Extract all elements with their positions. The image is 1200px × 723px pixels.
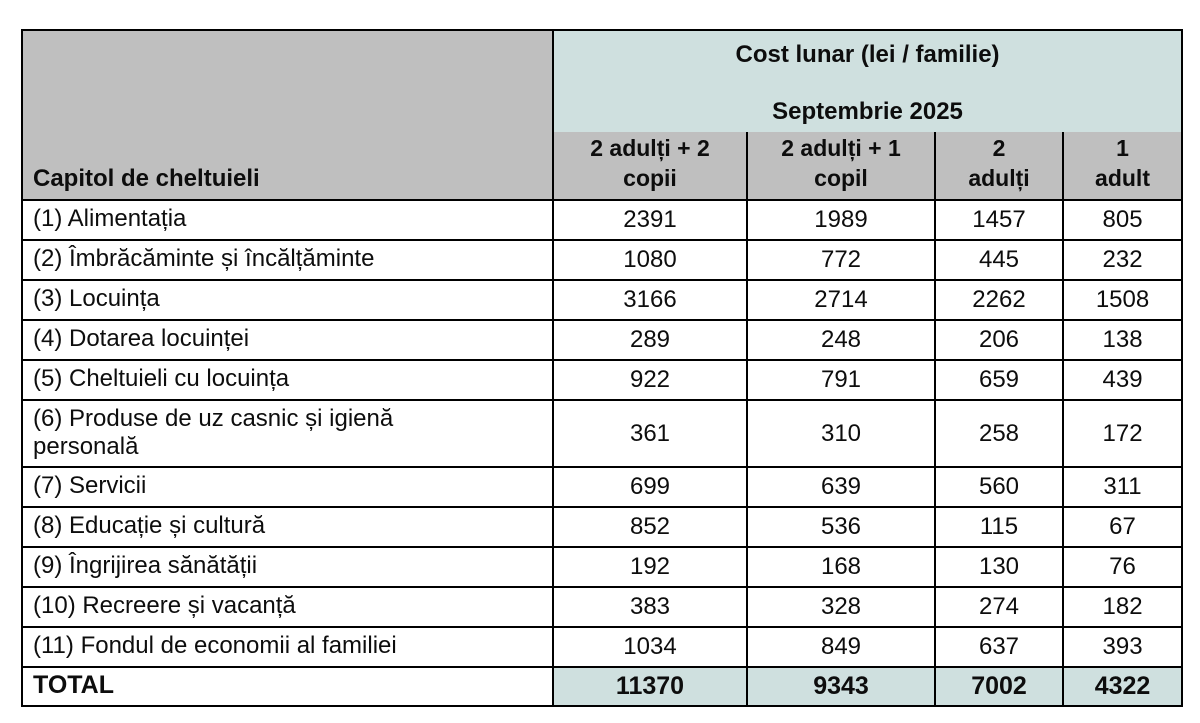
table-row: (10) Recreere și vacanță 383 328 274 182 (21, 586, 1184, 628)
value-cell: 852 (552, 506, 748, 548)
value-cell: 76 (1061, 546, 1184, 588)
value-cell: 311 (1061, 466, 1184, 508)
total-row: TOTAL 11370 9343 7002 4322 (21, 666, 1184, 707)
value-cell: 2714 (746, 279, 936, 321)
value-cell: 2391 (552, 199, 748, 241)
value-cell: 361 (552, 399, 748, 468)
value-cell: 383 (552, 586, 748, 628)
group-header-subtitle: Septembrie 2025 (772, 98, 963, 125)
column-header-1adult: 1 adult (1061, 132, 1184, 201)
value-cell: 849 (746, 626, 936, 668)
value-cell: 274 (934, 586, 1064, 628)
value-cell: 3166 (552, 279, 748, 321)
value-cell: 182 (1061, 586, 1184, 628)
value-cell: 536 (746, 506, 936, 548)
total-label: TOTAL (21, 666, 554, 707)
group-header-title: Cost lunar (lei / familie) (735, 41, 1000, 68)
row-label: (3) Locuința (21, 279, 554, 321)
row-label: (2) Îmbrăcăminte și încălțăminte (21, 239, 554, 281)
value-cell: 289 (552, 319, 748, 361)
table-row: (4) Dotarea locuinței 289 248 206 138 (21, 319, 1184, 361)
value-cell: 232 (1061, 239, 1184, 281)
total-value-cell: 4322 (1061, 666, 1184, 707)
row-label: (4) Dotarea locuinței (21, 319, 554, 361)
value-cell: 206 (934, 319, 1064, 361)
column-header-2adults: 2 adulți (934, 132, 1064, 201)
table-row: (11) Fondul de economii al familiei 1034… (21, 626, 1184, 668)
row-label: (7) Servicii (21, 466, 554, 508)
value-cell: 328 (746, 586, 936, 628)
value-cell: 1457 (934, 199, 1064, 241)
value-cell: 248 (746, 319, 936, 361)
value-cell: 115 (934, 506, 1064, 548)
column-header-2adults-1child: 2 adulți + 1 copil (746, 132, 936, 201)
table-row: (1) Alimentația 2391 1989 1457 805 (21, 199, 1184, 241)
table-row: (5) Cheltuieli cu locuința 922 791 659 4… (21, 359, 1184, 401)
row-label: (5) Cheltuieli cu locuința (21, 359, 554, 401)
value-cell: 699 (552, 466, 748, 508)
value-cell: 192 (552, 546, 748, 588)
value-cell: 172 (1061, 399, 1184, 468)
value-cell: 805 (1061, 199, 1184, 241)
value-cell: 258 (934, 399, 1064, 468)
total-value-cell: 11370 (552, 666, 748, 707)
value-cell: 2262 (934, 279, 1064, 321)
value-cell: 445 (934, 239, 1064, 281)
table-row: (8) Educație și cultură 852 536 115 67 (21, 506, 1184, 548)
value-cell: 439 (1061, 359, 1184, 401)
value-cell: 791 (746, 359, 936, 401)
column-header-2adults-2children: 2 adulți + 2 copii (552, 132, 748, 201)
value-cell: 1508 (1061, 279, 1184, 321)
value-cell: 310 (746, 399, 936, 468)
table-row: (7) Servicii 699 639 560 311 (21, 466, 1184, 508)
corner-header: Capitol de cheltuieli (21, 29, 554, 201)
row-label: (11) Fondul de economii al familiei (21, 626, 554, 668)
row-label: (8) Educație și cultură (21, 506, 554, 548)
row-label: (1) Alimentația (21, 199, 554, 241)
value-cell: 772 (746, 239, 936, 281)
table-row: (9) Îngrijirea sănătății 192 168 130 76 (21, 546, 1184, 588)
value-cell: 393 (1061, 626, 1184, 668)
monthly-cost-table: Capitol de cheltuieli Cost lunar (lei / … (21, 29, 1184, 707)
total-value-cell: 7002 (934, 666, 1064, 707)
value-cell: 1989 (746, 199, 936, 241)
value-cell: 138 (1061, 319, 1184, 361)
value-cell: 130 (934, 546, 1064, 588)
value-cell: 67 (1061, 506, 1184, 548)
value-cell: 1080 (552, 239, 748, 281)
row-label: (6) Produse de uz casnic și igienă perso… (21, 399, 554, 468)
row-label: (10) Recreere și vacanță (21, 586, 554, 628)
group-header: Cost lunar (lei / familie) Septembrie 20… (551, 29, 1184, 132)
value-cell: 560 (934, 466, 1064, 508)
table-row: (2) Îmbrăcăminte și încălțăminte 1080 77… (21, 239, 1184, 281)
value-cell: 639 (746, 466, 936, 508)
group-header-stack: Cost lunar (lei / familie) Septembrie 20… (554, 31, 1181, 132)
table-row: (6) Produse de uz casnic și igienă perso… (21, 399, 1184, 468)
value-cell: 637 (934, 626, 1064, 668)
total-value-cell: 9343 (746, 666, 936, 707)
table-row: (3) Locuința 3166 2714 2262 1508 (21, 279, 1184, 321)
value-cell: 1034 (552, 626, 748, 668)
value-cell: 659 (934, 359, 1064, 401)
value-cell: 922 (552, 359, 748, 401)
row-label: (9) Îngrijirea sănătății (21, 546, 554, 588)
value-cell: 168 (746, 546, 936, 588)
